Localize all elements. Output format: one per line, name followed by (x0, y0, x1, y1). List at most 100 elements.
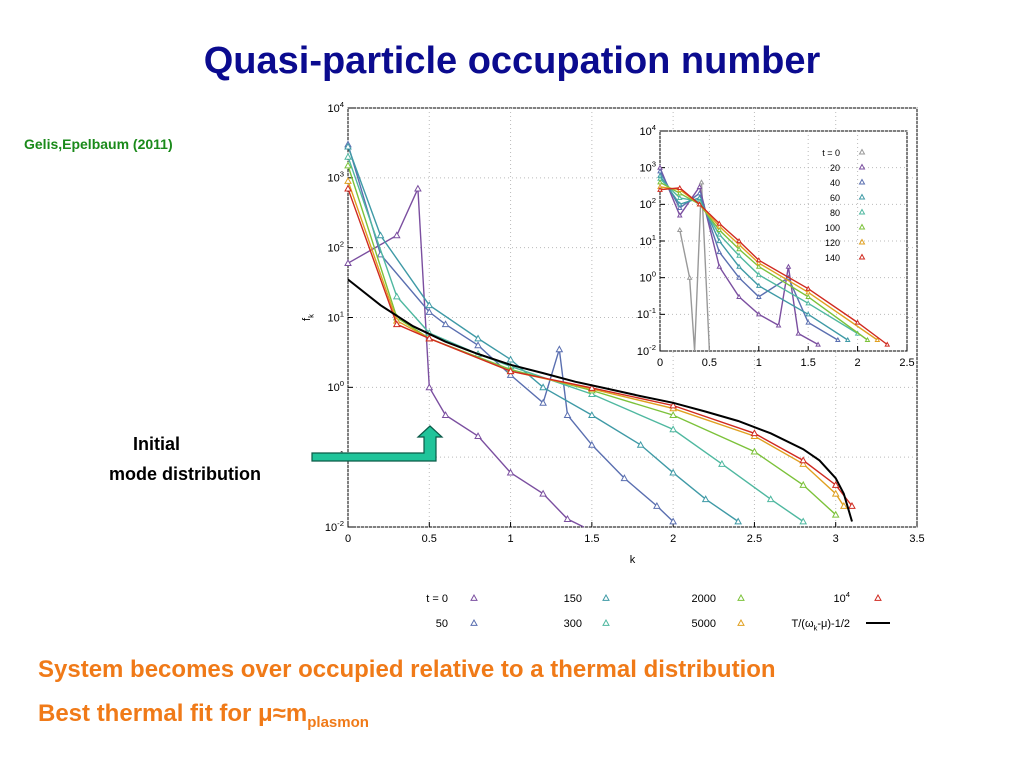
inset-data-point (676, 190, 683, 196)
legend-marker (737, 593, 745, 601)
main-series-line-6 (347, 188, 853, 507)
inset-data-point (874, 336, 881, 343)
main-x-tick-label: 3.5 (909, 533, 924, 545)
main-x-tick-label: 0.5 (422, 533, 437, 545)
legend-label: T/(ωk​-μ)-1/2 (792, 618, 851, 632)
main-series-line-5 (347, 180, 845, 507)
inset-legend-label: t = 0 (822, 148, 840, 158)
legend-marker (602, 618, 610, 626)
legend-marker (737, 618, 745, 626)
initial-mode-arrow (311, 425, 444, 462)
conclusion-line-1: System becomes over occupied relative to… (38, 656, 776, 683)
inset-data-point (676, 212, 683, 218)
inset-data-point (805, 285, 812, 291)
inset-x-tick-label: 1.5 (801, 357, 816, 369)
inset-x-tick-label: 0 (657, 357, 663, 369)
inset-legend-marker (858, 178, 866, 185)
legend-marker (874, 593, 882, 601)
inset-data-point (676, 226, 683, 233)
inset-y-tick-label: 10-2 (637, 343, 656, 358)
main-data-point (344, 184, 352, 192)
main-legend: t = 0 50 150 300 2000 5000 104​ T/(ωk​-μ)-1/2 (426, 590, 890, 632)
inset-x-tick-label: 0.5 (702, 357, 717, 369)
inset-legend-marker (858, 208, 866, 215)
main-data-point (376, 231, 385, 239)
inset-series-line-6 (659, 186, 878, 341)
inset-legend-label: 60 (830, 193, 840, 203)
inset-data-point (696, 183, 703, 189)
inset-data-point (736, 241, 742, 247)
main-data-point (474, 432, 482, 440)
inset-data-point (854, 319, 861, 325)
inset-data-point (755, 293, 762, 299)
main-data-point (701, 495, 710, 503)
inset-data-point (716, 263, 723, 269)
main-data-point (425, 334, 434, 342)
main-x-tick-label: 2.5 (747, 533, 762, 545)
inset-y-tick-label: 101 (639, 233, 656, 248)
conclusion-line-2-main: Best thermal fit for μ≈m (38, 700, 308, 727)
main-data-point (441, 320, 450, 328)
inset-legend-marker (858, 163, 866, 170)
main-data-point (831, 480, 840, 488)
inset-legend-label: 80 (830, 208, 840, 218)
main-data-point (344, 176, 352, 184)
legend-label: 300 (564, 618, 582, 630)
inset-data-point (785, 263, 792, 269)
inset-data-point (716, 220, 723, 226)
legend-label: t = 0 (426, 593, 448, 605)
inset-data-point (755, 282, 762, 288)
inset-data-point (805, 319, 812, 325)
main-data-point (831, 510, 840, 518)
legend-label: 2000 (692, 593, 716, 605)
main-x-tick-label: 1 (508, 533, 514, 545)
main-data-point (425, 301, 434, 309)
main-data-point (831, 489, 840, 497)
main-data-point (425, 383, 434, 391)
inset-data-point (834, 336, 841, 343)
inset-data-point (815, 341, 821, 347)
inset-data-point (736, 252, 742, 258)
inset-x-tick-label: 2.5 (899, 357, 914, 369)
inset-data-point (736, 263, 742, 269)
inset-data-point (805, 311, 812, 317)
inset-legend-marker (858, 223, 866, 230)
main-data-point (848, 501, 856, 509)
inset-data-point (676, 201, 683, 207)
inset-data-point (716, 231, 723, 237)
inset-legend: t = 0 20 40 60 80 100 120 140 (822, 148, 866, 263)
main-data-point (344, 259, 352, 267)
main-series-line-0 (347, 188, 585, 528)
inset-x-tick-label: 2 (855, 357, 861, 369)
inset-data-point (795, 330, 802, 336)
main-data-point (799, 480, 808, 488)
main-data-point (588, 383, 596, 391)
main-data-point (799, 459, 808, 467)
main-data-point (506, 367, 515, 375)
main-data-point (669, 411, 677, 419)
legend-label: 5000 (692, 618, 716, 630)
main-y-tick-label: 102 (327, 240, 344, 255)
main-y-tick-label: 10-2 (325, 519, 344, 534)
main-y-tick-label: 101 (327, 309, 344, 324)
conclusion-line-2: Best thermal fit for μ≈mplasmon (38, 700, 369, 731)
inset-data-point (676, 194, 683, 200)
legend-label: 50 (436, 618, 448, 630)
inset-legend-label: 20 (830, 163, 840, 173)
legend-marker (470, 593, 478, 601)
main-data-point (539, 383, 547, 391)
inset-y-tick-label: 103 (639, 160, 656, 175)
inset-plot: 0 0.5 1 1.5 2 2.5 10-2 10-1 100 101 102 103 104 t = 0… (637, 123, 915, 369)
main-data-point (506, 468, 515, 476)
main-data-point (344, 161, 352, 169)
main-data-point (414, 184, 422, 192)
main-data-point (392, 231, 401, 239)
main-data-point (620, 474, 629, 482)
inset-y-tick-label: 102 (639, 196, 656, 211)
main-data-point (539, 398, 547, 406)
main-data-point (636, 440, 645, 448)
legend-marker (470, 618, 478, 626)
main-data-point (734, 517, 743, 525)
main-data-point (750, 447, 759, 455)
inset-legend-label: 140 (825, 253, 840, 263)
